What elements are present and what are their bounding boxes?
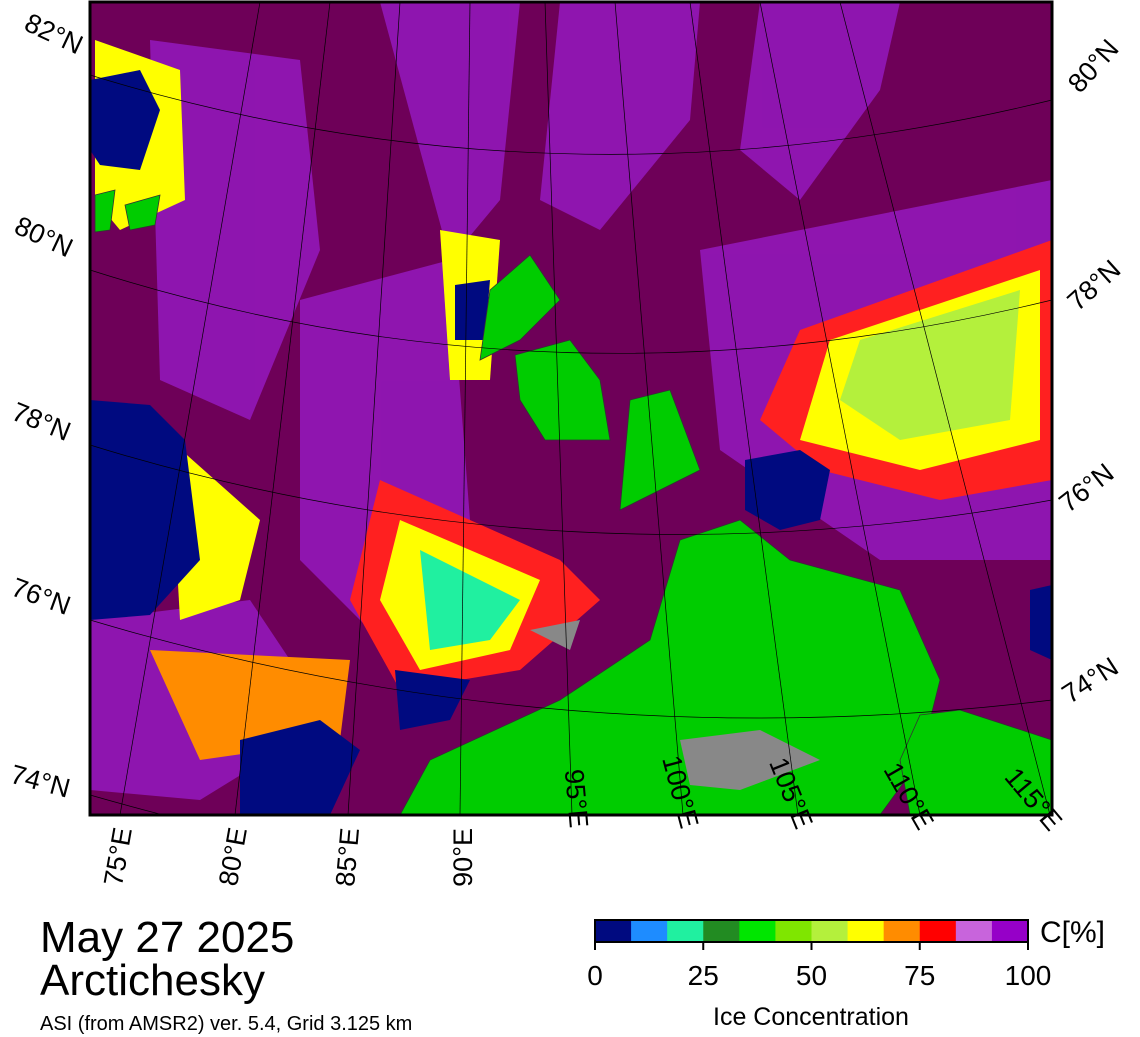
- lat-label: 80°N: [10, 211, 77, 264]
- colorbar-tick-label: 100: [1005, 960, 1052, 991]
- colorbar-tick-label: 25: [688, 960, 719, 991]
- lon-label: 75°E: [98, 825, 138, 888]
- colorbar-segment: [631, 920, 668, 942]
- land: [94, 189, 1052, 815]
- colorbar: 0 25 50 75 100: [587, 919, 1052, 991]
- lat-label: 80°N: [1062, 34, 1125, 99]
- land-ice: [530, 620, 820, 790]
- lon-label: 80°E: [213, 825, 253, 888]
- lat-label: 78°N: [1062, 254, 1127, 317]
- lat-label: 76°N: [8, 572, 75, 621]
- colorbar-segment: [991, 920, 1029, 942]
- lon-label: 95°E: [559, 768, 594, 829]
- map-frame: [88, 0, 1054, 817]
- date: May 27 2025: [40, 913, 294, 962]
- colorbar-segment: [595, 920, 632, 942]
- lat-label: 82°N: [20, 8, 87, 61]
- colorbar-tick-label: 0: [587, 960, 603, 991]
- lat-label: 74°N: [1057, 651, 1124, 709]
- colorbar-segment: [883, 920, 921, 942]
- colorbar-segment: [919, 920, 957, 942]
- colorbar-unit: C[%]: [1040, 916, 1105, 949]
- lat-labels-right: 80°N 78°N 76°N 74°N: [1053, 34, 1126, 710]
- colorbar-segment: [739, 920, 776, 942]
- map-area: [90, 2, 1052, 815]
- lat-labels-left: 82°N 80°N 78°N 76°N 74°N: [7, 8, 87, 804]
- lat-label: 74°N: [7, 759, 73, 804]
- colorbar-segment: [775, 920, 812, 942]
- colorbar-tick-label: 50: [796, 960, 827, 991]
- lat-label: 78°N: [8, 396, 75, 446]
- source: ASI (from AMSR2) ver. 5.4, Grid 3.125 km: [40, 1013, 412, 1035]
- lon-label: 90°E: [448, 828, 478, 887]
- lon-label: 85°E: [330, 827, 365, 888]
- colorbar-segment: [811, 920, 849, 942]
- open-water: [90, 70, 1052, 815]
- colorbar-tick-label: 75: [904, 960, 935, 991]
- graticule: [90, 2, 1052, 815]
- colorbar-segment: [955, 920, 993, 942]
- lat-label: 76°N: [1053, 458, 1119, 519]
- colorbar-label: Ice Concentration: [713, 1003, 909, 1031]
- colorbar-segment: [667, 920, 704, 942]
- colorbar-segment: [703, 920, 740, 942]
- colorbar-segment: [847, 920, 885, 942]
- region: Arctichesky: [40, 956, 265, 1005]
